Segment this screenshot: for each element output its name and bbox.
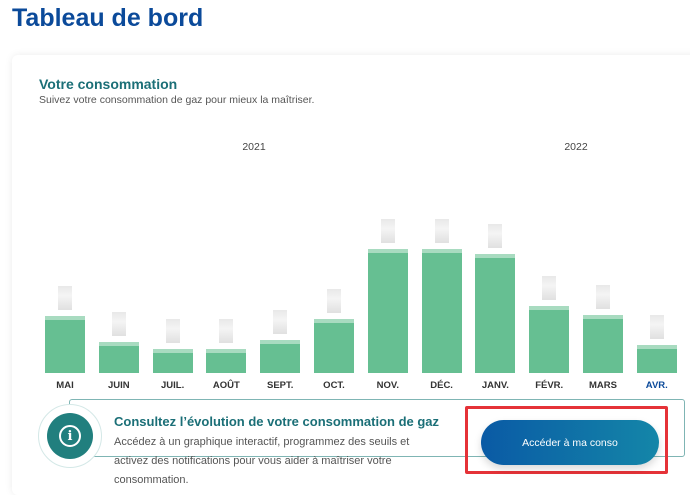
value-label-blurred — [596, 285, 610, 309]
info-title: Consultez l’évolution de votre consommat… — [114, 414, 440, 429]
value-label-blurred — [542, 276, 557, 300]
month-label: FÉVR. — [535, 380, 564, 391]
bar-juil[interactable] — [152, 349, 193, 373]
month-label: AVR. — [645, 380, 668, 391]
value-label-blurred — [165, 319, 180, 343]
access-consumption-button[interactable]: Accéder à ma conso — [481, 420, 659, 465]
month-label: JUIN — [107, 380, 130, 391]
bar-janv[interactable] — [475, 254, 516, 373]
consumption-chart: MAI JUIN JUIL. AOÛT SEPT. OCT. NOV. DÉC. JANV. FÉ… — [45, 219, 677, 391]
info-icon-wrap: i — [38, 404, 102, 468]
year-label: 2022 — [564, 141, 588, 153]
value-label-blurred — [58, 286, 72, 310]
month-label: DÉC. — [430, 380, 453, 391]
bar-févr[interactable] — [529, 306, 570, 373]
section-subtitle: Suivez votre consommation de gaz pour mi… — [39, 94, 315, 106]
value-label-blurred — [273, 310, 288, 334]
highlight-box — [465, 406, 668, 474]
month-label: OCT. — [323, 380, 345, 391]
month-label: SEPT. — [266, 380, 294, 391]
bar-sept[interactable] — [260, 340, 301, 373]
year-label: 2021 — [242, 141, 266, 153]
section-title: Votre consommation — [39, 76, 178, 92]
bar-juin[interactable] — [98, 342, 139, 373]
month-label: NOV. — [376, 380, 399, 391]
month-label: MARS — [589, 380, 617, 391]
value-label-blurred — [488, 224, 503, 248]
bar-oct[interactable] — [314, 319, 354, 373]
bar-avr[interactable] — [636, 345, 677, 373]
page-title: Tableau de bord — [12, 4, 204, 32]
month-label: AOÛT — [212, 380, 240, 391]
value-label-blurred — [434, 219, 449, 243]
bar-nov[interactable] — [367, 249, 408, 373]
value-label-blurred — [327, 289, 341, 313]
info-text: Accédez à un graphique interactif, progr… — [114, 436, 410, 486]
value-label-blurred — [111, 312, 126, 336]
bar-mars[interactable] — [583, 315, 623, 373]
bar-mai[interactable] — [45, 316, 85, 373]
month-label: JUIL. — [160, 380, 185, 391]
info-icon: i — [47, 413, 93, 459]
value-label-blurred — [649, 315, 664, 339]
value-label-blurred — [380, 219, 395, 243]
bar-déc[interactable] — [421, 249, 462, 373]
bar-août[interactable] — [206, 349, 247, 373]
month-label: MAI — [56, 380, 74, 391]
value-label-blurred — [219, 319, 234, 343]
month-label: JANV. — [481, 380, 509, 391]
